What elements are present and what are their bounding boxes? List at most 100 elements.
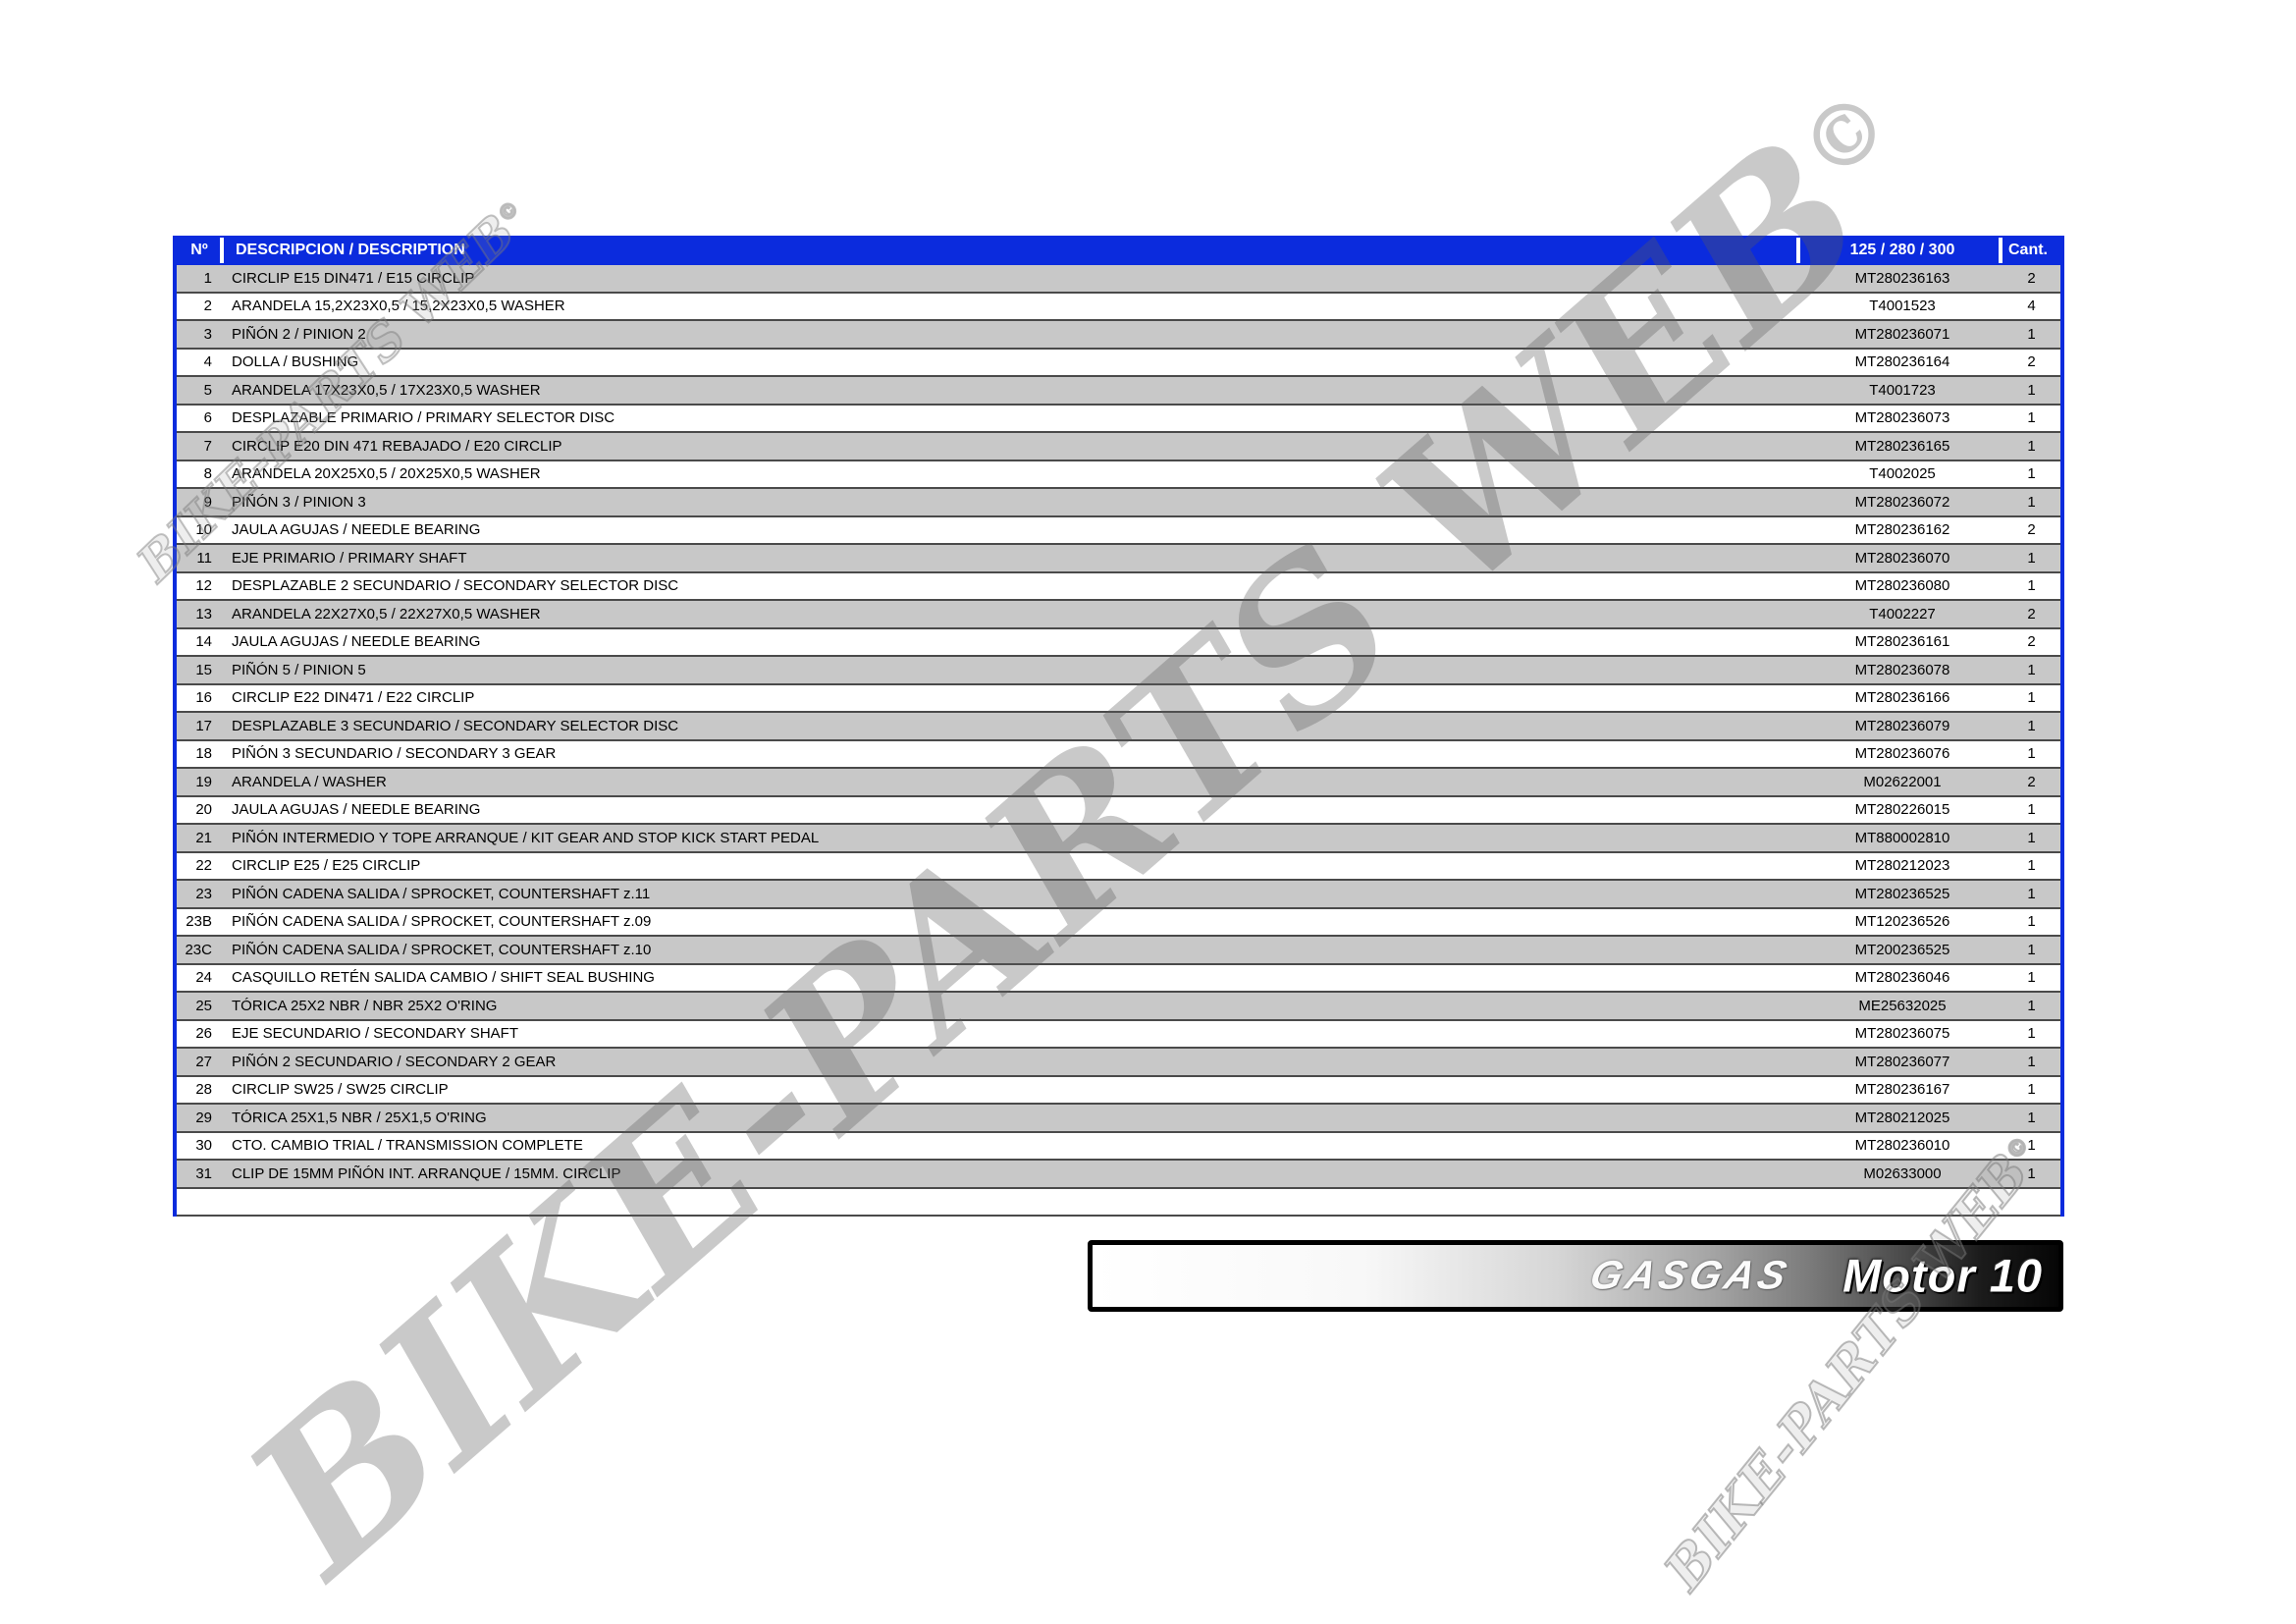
row-quantity: 1 — [2027, 465, 2036, 483]
table-row: 12 DESPLAZABLE 2 SECUNDARIO / SECONDARY … — [177, 572, 2060, 601]
row-number: 18 — [195, 745, 212, 763]
table-row: 15 PIÑÓN 5 / PINION 5 MT280236078 1 — [177, 657, 2060, 685]
row-number: 13 — [195, 605, 212, 623]
table-row: 21 PIÑÓN INTERMEDIO Y TOPE ARRANQUE / KI… — [177, 825, 2060, 853]
table-row: 29 TÓRICA 25X1,5 NBR / 25X1,5 O'RING MT2… — [177, 1105, 2060, 1133]
row-number: 26 — [195, 1025, 212, 1043]
row-quantity: 1 — [2027, 1053, 2036, 1070]
row-partnumber: T4002227 — [1869, 605, 1936, 623]
header-separator — [220, 238, 224, 263]
row-description: DOLLA / BUSHING — [232, 353, 359, 371]
row-partnumber: MT280236165 — [1854, 437, 1950, 455]
row-description: ARANDELA 17X23X0,5 / 17X23X0,5 WASHER — [232, 381, 541, 399]
row-number: 9 — [203, 493, 212, 511]
row-quantity: 1 — [2027, 1137, 2036, 1155]
row-partnumber: MT280236076 — [1854, 745, 1950, 763]
row-partnumber: MT280236077 — [1854, 1053, 1950, 1070]
row-description: DESPLAZABLE 2 SECUNDARIO / SECONDARY SEL… — [232, 577, 679, 595]
row-number: 8 — [203, 465, 212, 483]
table-row: 24 CASQUILLO RETÉN SALIDA CAMBIO / SHIFT… — [177, 964, 2060, 993]
header-separator — [1796, 238, 1800, 263]
row-quantity: 1 — [2027, 577, 2036, 595]
row-number: 23C — [185, 941, 212, 958]
table-row: 18 PIÑÓN 3 SECUNDARIO / SECONDARY 3 GEAR… — [177, 740, 2060, 769]
header-description: DESCRIPCION / DESCRIPTION — [236, 242, 465, 258]
row-number: 30 — [195, 1137, 212, 1155]
row-quantity: 1 — [2027, 745, 2036, 763]
row-number: 25 — [195, 997, 212, 1014]
table-row: 20 JAULA AGUJAS / NEEDLE BEARING MT28022… — [177, 796, 2060, 825]
row-number: 11 — [196, 549, 212, 567]
table-row: 31 CLIP DE 15MM PIÑÓN INT. ARRANQUE / 15… — [177, 1161, 2060, 1189]
table-row: 6 DESPLAZABLE PRIMARIO / PRIMARY SELECTO… — [177, 405, 2060, 433]
row-partnumber: MT280236079 — [1854, 717, 1950, 734]
row-quantity: 1 — [2027, 1025, 2036, 1043]
row-quantity: 2 — [2027, 269, 2036, 287]
row-number: 7 — [203, 437, 212, 455]
row-partnumber: MT280236071 — [1854, 325, 1950, 343]
row-description: CIRCLIP E20 DIN 471 REBAJADO / E20 CIRCL… — [232, 437, 562, 455]
table-row: 13 ARANDELA 22X27X0,5 / 22X27X0,5 WASHER… — [177, 601, 2060, 629]
row-quantity: 2 — [2027, 633, 2036, 651]
row-number: 2 — [203, 298, 212, 315]
row-partnumber: MT280236161 — [1854, 633, 1950, 651]
row-description: CTO. CAMBIO TRIAL / TRANSMISSION COMPLET… — [232, 1137, 583, 1155]
row-quantity: 4 — [2027, 298, 2036, 315]
header-quantity: Cant. — [2008, 242, 2048, 258]
row-partnumber: MT200236525 — [1854, 941, 1950, 958]
row-number: 28 — [195, 1081, 212, 1099]
brand-bar: GASGAS Motor 10 — [1088, 1240, 2063, 1312]
table-row: 1 CIRCLIP E15 DIN471 / E15 CIRCLIP MT280… — [177, 265, 2060, 294]
row-number: 1 — [203, 269, 212, 287]
row-description: PIÑÓN CADENA SALIDA / SPROCKET, COUNTERS… — [232, 885, 651, 902]
row-quantity: 1 — [2027, 1164, 2036, 1182]
row-partnumber: MT280236078 — [1854, 661, 1950, 678]
row-description: CIRCLIP E22 DIN471 / E22 CIRCLIP — [232, 689, 475, 707]
row-partnumber: MT280236166 — [1854, 689, 1950, 707]
table-row: 7 CIRCLIP E20 DIN 471 REBAJADO / E20 CIR… — [177, 433, 2060, 461]
row-description: CIRCLIP E15 DIN471 / E15 CIRCLIP — [232, 269, 475, 287]
row-partnumber: MT280212025 — [1854, 1109, 1950, 1126]
row-description: ARANDELA 20X25X0,5 / 20X25X0,5 WASHER — [232, 465, 541, 483]
row-partnumber: MT280226015 — [1854, 801, 1950, 819]
row-quantity: 1 — [2027, 437, 2036, 455]
row-quantity: 1 — [2027, 717, 2036, 734]
row-description: PIÑÓN 2 / PINION 2 — [232, 325, 366, 343]
row-description: ARANDELA 22X27X0,5 / 22X27X0,5 WASHER — [232, 605, 541, 623]
row-number: 21 — [195, 829, 212, 846]
table-header: Nº DESCRIPCION / DESCRIPTION 125 / 280 /… — [177, 236, 2060, 265]
row-description: CIRCLIP E25 / E25 CIRCLIP — [232, 857, 421, 875]
row-number: 4 — [203, 353, 212, 371]
table-row: 30 CTO. CAMBIO TRIAL / TRANSMISSION COMP… — [177, 1132, 2060, 1161]
row-partnumber: MT120236526 — [1854, 913, 1950, 931]
row-number: 31 — [195, 1164, 212, 1182]
row-quantity: 2 — [2027, 605, 2036, 623]
row-description: TÓRICA 25X1,5 NBR / 25X1,5 O'RING — [232, 1109, 487, 1126]
row-quantity: 1 — [2027, 941, 2036, 958]
table-row: 11 EJE PRIMARIO / PRIMARY SHAFT MT280236… — [177, 545, 2060, 573]
row-description: ARANDELA 15,2X23X0,5 / 15,2X23X0,5 WASHE… — [232, 298, 565, 315]
table-row: 23 PIÑÓN CADENA SALIDA / SPROCKET, COUNT… — [177, 881, 2060, 909]
row-description: EJE PRIMARIO / PRIMARY SHAFT — [232, 549, 467, 567]
row-partnumber: MT280236072 — [1854, 493, 1950, 511]
row-quantity: 2 — [2027, 521, 2036, 539]
row-partnumber: MT280236167 — [1854, 1081, 1950, 1099]
row-number: 5 — [203, 381, 212, 399]
row-number: 10 — [195, 521, 212, 539]
row-description: DESPLAZABLE PRIMARIO / PRIMARY SELECTOR … — [232, 409, 615, 427]
row-quantity: 1 — [2027, 829, 2036, 846]
row-partnumber: MT280236525 — [1854, 885, 1950, 902]
header-partnumber: 125 / 280 / 300 — [1849, 242, 1955, 258]
row-description: EJE SECUNDARIO / SECONDARY SHAFT — [232, 1025, 519, 1043]
table-row: 2 ARANDELA 15,2X23X0,5 / 15,2X23X0,5 WAS… — [177, 293, 2060, 321]
row-quantity: 1 — [2027, 1109, 2036, 1126]
header-separator — [1999, 238, 2002, 263]
row-quantity: 1 — [2027, 549, 2036, 567]
table-row: 5 ARANDELA 17X23X0,5 / 17X23X0,5 WASHER … — [177, 377, 2060, 406]
row-description: PIÑÓN 2 SECUNDARIO / SECONDARY 2 GEAR — [232, 1053, 557, 1070]
row-description: TÓRICA 25X2 NBR / NBR 25X2 O'RING — [232, 997, 498, 1014]
row-quantity: 1 — [2027, 661, 2036, 678]
table-row: 23B PIÑÓN CADENA SALIDA / SPROCKET, COUN… — [177, 908, 2060, 937]
table-row: 9 PIÑÓN 3 / PINION 3 MT280236072 1 — [177, 489, 2060, 517]
